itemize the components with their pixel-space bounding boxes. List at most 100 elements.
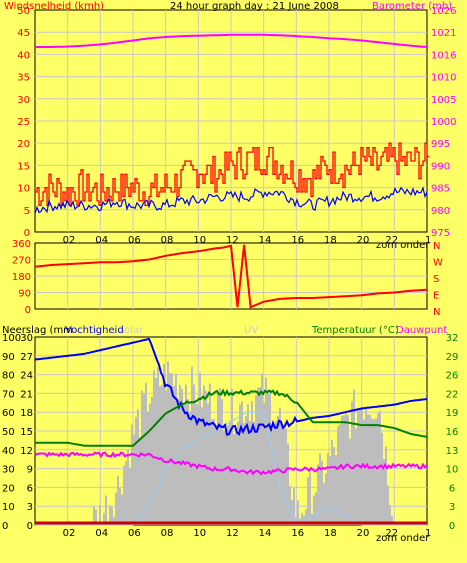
barometer-line [35, 33, 428, 48]
uv-line [35, 411, 427, 526]
compass-label: S [433, 274, 439, 285]
solar-bar [121, 494, 123, 525]
x-tick-label: 10 [193, 528, 206, 539]
solar-bar [341, 415, 343, 525]
solar-bar [175, 373, 177, 525]
solar-bar [111, 507, 113, 525]
solar-bar [255, 395, 257, 525]
solar-bar [137, 409, 139, 525]
solar-bar [205, 390, 207, 525]
zom-onder-label: zom onder [376, 240, 430, 251]
solar-bar [267, 391, 269, 525]
solar-bar [289, 486, 291, 525]
solar-bar [241, 401, 243, 525]
wind-tick-label: 40 [17, 50, 30, 61]
direction-tick-label: 0 [25, 305, 31, 316]
solar-bar [247, 404, 249, 525]
barometer-tick-label: 985 [431, 184, 450, 195]
x-tick-label: 12 [226, 235, 239, 246]
solar-bar [263, 403, 265, 525]
temperature-tick-label: 6 [449, 483, 455, 494]
dauwpunt-axis-title: Dauwpunt [396, 325, 447, 336]
x-tick-label: 16 [291, 235, 304, 246]
solar-bar [207, 403, 209, 525]
solar-bar [227, 424, 229, 525]
x-tick-label: 20 [357, 235, 370, 246]
solar-bar [215, 425, 217, 525]
temperature-tick-label: 29 [446, 352, 459, 363]
x-tick-label: 20 [357, 528, 370, 539]
solar-bar [189, 411, 191, 525]
solar-bar [131, 424, 133, 525]
rain-tick-label: 21 [20, 389, 33, 400]
solar-bar [321, 460, 323, 525]
solar-bar [287, 443, 289, 525]
solar-bar [379, 410, 381, 525]
rain-tick-label: 15 [20, 427, 33, 438]
rain-tick-label: 9 [27, 465, 33, 476]
solar-bar [273, 426, 275, 525]
solar-bar [353, 389, 355, 525]
x-tick-label: 12 [226, 528, 239, 539]
solar-bar [275, 421, 277, 525]
humidity-tick-label: 50 [2, 427, 15, 438]
temperature-tick-label: 0 [449, 521, 455, 532]
barometer-tick-label: 1026 [431, 6, 456, 17]
solar-bar [133, 434, 135, 525]
rain-tick-label: 30 [20, 333, 33, 344]
solar-bar [219, 387, 221, 525]
solar-bar [343, 415, 345, 525]
x-end-label: 1 [425, 528, 431, 539]
solar-bar [213, 419, 215, 525]
solar-bar [377, 413, 379, 525]
barometer-tick-label: 1016 [431, 50, 456, 61]
solar-bar [283, 426, 285, 525]
solar-bar [363, 419, 365, 525]
x-tick-label: 04 [95, 235, 108, 246]
solar-bar [327, 453, 329, 525]
humidity-tick-label: 30 [2, 465, 15, 476]
solar-bar [381, 432, 383, 525]
solar-bar [185, 384, 187, 525]
wind-tick-label: 15 [17, 161, 30, 172]
x-tick-label: 10 [193, 235, 206, 246]
solar-bar [225, 431, 227, 525]
barometer-tick-label: 1005 [431, 95, 456, 106]
humidity-tick-label: 70 [2, 389, 15, 400]
barometer-tick-label: 1010 [431, 73, 456, 84]
x-tick-label: 02 [63, 528, 76, 539]
solar-bar [95, 509, 97, 525]
temperature-tick-label: 22 [446, 389, 459, 400]
solar-bar [151, 396, 153, 525]
solar-bar [261, 373, 263, 525]
solar-bar [155, 377, 157, 525]
solar-bar [221, 399, 223, 525]
neerslag-axis-title: Neerslag (mm [2, 325, 73, 336]
solar-bar [371, 418, 373, 525]
solar-bar [315, 492, 317, 525]
humidity-tick-label: 80 [2, 371, 15, 382]
solar-bar [373, 419, 375, 525]
rain-tick-label: 24 [20, 371, 33, 382]
rain-tick-label: 6 [27, 483, 33, 494]
barometer-tick-label: 1000 [431, 117, 456, 128]
solar-bar [265, 377, 267, 525]
solar-axis-title: olar [124, 325, 144, 336]
solar-bar [369, 414, 371, 525]
x-tick-label: 22 [385, 235, 398, 246]
x-tick-label: 06 [128, 528, 141, 539]
solar-bar [325, 473, 327, 525]
solar-bar [347, 415, 349, 525]
humidity-tick-label: 60 [2, 408, 15, 419]
humidity-line [34, 337, 428, 436]
direction-tick-label: 270 [12, 256, 31, 267]
solar-bar [337, 426, 339, 525]
solar-bar [229, 420, 231, 525]
solar-bar [259, 386, 261, 525]
solar-bar [305, 509, 307, 525]
humidity-tick-label: 10 [2, 502, 15, 513]
solar-bar [183, 403, 185, 525]
wind-tick-label: 20 [17, 139, 30, 150]
solar-bar [119, 487, 121, 525]
solar-bar [323, 483, 325, 525]
